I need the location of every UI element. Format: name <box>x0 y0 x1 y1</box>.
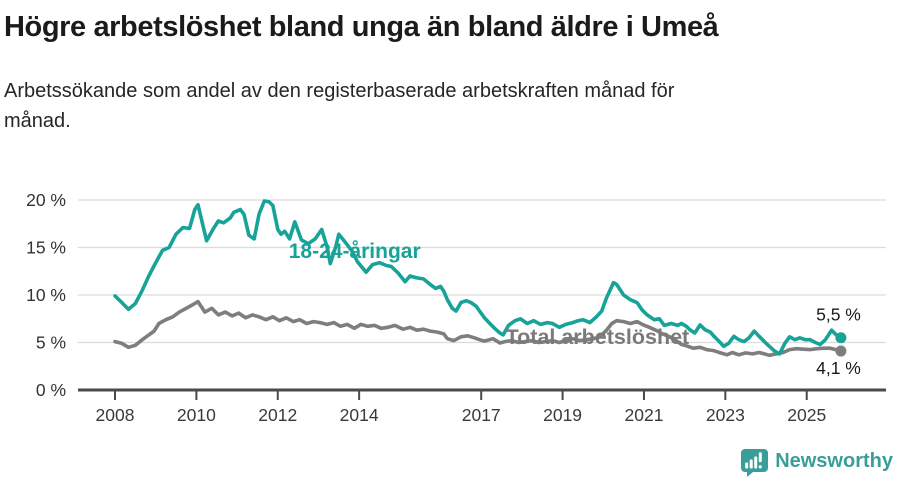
series-label-youth: 18-24-åringar <box>289 240 421 263</box>
y-tick-label: 10 % <box>26 285 66 305</box>
page: Högre arbetslöshet bland unga än bland ä… <box>0 8 900 482</box>
x-tick-label: 2023 <box>706 405 745 425</box>
y-tick-label: 0 % <box>36 380 66 400</box>
y-tick-label: 5 % <box>36 333 66 353</box>
end-value-label-total: 4,1 % <box>816 358 861 378</box>
y-tick-label: 15 % <box>26 238 66 258</box>
x-tick-label: 2010 <box>177 405 216 425</box>
series-end-dot-youth <box>835 332 847 344</box>
series-label-total: Total arbetslöshet <box>506 325 690 349</box>
x-tick-label: 2025 <box>787 405 826 425</box>
unemployment-line-chart: 20 % 15 % 10 % 5 % 0 % 2008 2010 2012 2014 2017 20… <box>26 190 886 425</box>
page-subtitle: Arbetssökande som andel av den registerb… <box>4 80 675 132</box>
newsworthy-logo-icon <box>741 449 769 477</box>
end-value-label-youth: 5,5 % <box>816 305 861 325</box>
x-tick-label: 2019 <box>543 405 582 425</box>
series-line-total <box>113 299 843 358</box>
x-tick-label: 2021 <box>625 405 664 425</box>
x-tick-label: 2017 <box>462 405 501 425</box>
x-tick-label: 2008 <box>96 405 135 425</box>
x-tick-label: 2012 <box>258 405 297 425</box>
y-tick-label: 20 % <box>26 190 66 210</box>
series-end-dot-total <box>835 345 847 357</box>
x-tick-label: 2014 <box>340 405 379 425</box>
series-line-youth <box>113 199 843 356</box>
brand-name: Newsworthy <box>775 450 893 472</box>
brand-footer: Newsworthy <box>738 446 893 477</box>
page-title: Högre arbetslöshet bland unga än bland ä… <box>4 11 719 43</box>
